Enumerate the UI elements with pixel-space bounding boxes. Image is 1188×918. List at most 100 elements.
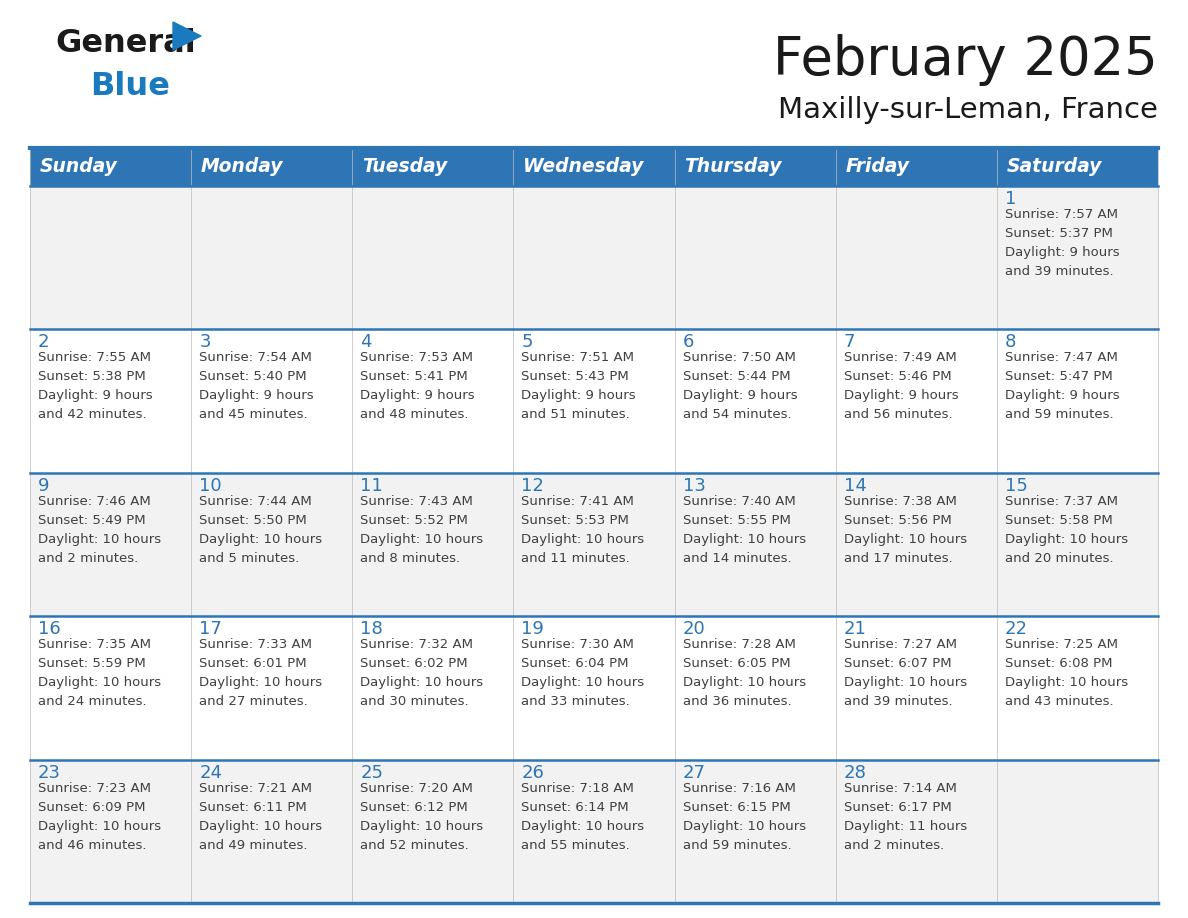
Bar	[997, 186, 1158, 330]
Bar	[30, 616, 191, 759]
Text: Sunrise: 7:46 AM
Sunset: 5:49 PM
Daylight: 10 hours
and 2 minutes.: Sunrise: 7:46 AM Sunset: 5:49 PM Dayligh…	[38, 495, 162, 565]
Text: 10: 10	[200, 476, 222, 495]
Text: Sunrise: 7:40 AM
Sunset: 5:55 PM
Daylight: 10 hours
and 14 minutes.: Sunrise: 7:40 AM Sunset: 5:55 PM Dayligh…	[683, 495, 805, 565]
Bar	[353, 148, 513, 186]
Bar	[997, 148, 1158, 186]
Bar	[353, 330, 513, 473]
Bar	[353, 473, 513, 616]
Bar	[997, 616, 1158, 759]
Bar	[675, 616, 835, 759]
Text: 12: 12	[522, 476, 544, 495]
Text: Sunrise: 7:43 AM
Sunset: 5:52 PM
Daylight: 10 hours
and 8 minutes.: Sunrise: 7:43 AM Sunset: 5:52 PM Dayligh…	[360, 495, 484, 565]
Text: 21: 21	[843, 621, 867, 638]
Bar	[835, 473, 997, 616]
Text: 23: 23	[38, 764, 61, 781]
Bar	[675, 473, 835, 616]
Bar	[513, 330, 675, 473]
Text: Sunrise: 7:33 AM
Sunset: 6:01 PM
Daylight: 10 hours
and 27 minutes.: Sunrise: 7:33 AM Sunset: 6:01 PM Dayligh…	[200, 638, 322, 708]
Polygon shape	[173, 22, 201, 50]
Text: Sunrise: 7:49 AM
Sunset: 5:46 PM
Daylight: 9 hours
and 56 minutes.: Sunrise: 7:49 AM Sunset: 5:46 PM Dayligh…	[843, 352, 959, 421]
Text: Monday: Monday	[201, 158, 283, 176]
Text: Sunrise: 7:16 AM
Sunset: 6:15 PM
Daylight: 10 hours
and 59 minutes.: Sunrise: 7:16 AM Sunset: 6:15 PM Dayligh…	[683, 781, 805, 852]
Text: Sunrise: 7:21 AM
Sunset: 6:11 PM
Daylight: 10 hours
and 49 minutes.: Sunrise: 7:21 AM Sunset: 6:11 PM Dayligh…	[200, 781, 322, 852]
Text: Maxilly-sur-Leman, France: Maxilly-sur-Leman, France	[778, 96, 1158, 124]
Bar	[997, 330, 1158, 473]
Text: Sunrise: 7:14 AM
Sunset: 6:17 PM
Daylight: 11 hours
and 2 minutes.: Sunrise: 7:14 AM Sunset: 6:17 PM Dayligh…	[843, 781, 967, 852]
Text: 27: 27	[683, 764, 706, 781]
Text: Saturday: Saturday	[1006, 158, 1102, 176]
Text: Wednesday: Wednesday	[523, 158, 644, 176]
Text: 2: 2	[38, 333, 50, 352]
Bar	[997, 759, 1158, 903]
Text: Sunrise: 7:35 AM
Sunset: 5:59 PM
Daylight: 10 hours
and 24 minutes.: Sunrise: 7:35 AM Sunset: 5:59 PM Dayligh…	[38, 638, 162, 708]
Text: 11: 11	[360, 476, 383, 495]
Text: 4: 4	[360, 333, 372, 352]
Text: February 2025: February 2025	[773, 34, 1158, 86]
Text: Thursday: Thursday	[684, 158, 782, 176]
Text: Sunrise: 7:44 AM
Sunset: 5:50 PM
Daylight: 10 hours
and 5 minutes.: Sunrise: 7:44 AM Sunset: 5:50 PM Dayligh…	[200, 495, 322, 565]
Text: 14: 14	[843, 476, 867, 495]
Text: Sunrise: 7:27 AM
Sunset: 6:07 PM
Daylight: 10 hours
and 39 minutes.: Sunrise: 7:27 AM Sunset: 6:07 PM Dayligh…	[843, 638, 967, 708]
Bar	[353, 616, 513, 759]
Bar	[191, 473, 353, 616]
Text: Friday: Friday	[846, 158, 909, 176]
Text: Sunrise: 7:41 AM
Sunset: 5:53 PM
Daylight: 10 hours
and 11 minutes.: Sunrise: 7:41 AM Sunset: 5:53 PM Dayligh…	[522, 495, 645, 565]
Text: Sunrise: 7:38 AM
Sunset: 5:56 PM
Daylight: 10 hours
and 17 minutes.: Sunrise: 7:38 AM Sunset: 5:56 PM Dayligh…	[843, 495, 967, 565]
Bar	[30, 186, 191, 330]
Bar	[191, 330, 353, 473]
Text: 9: 9	[38, 476, 50, 495]
Text: Blue: Blue	[90, 71, 170, 102]
Bar	[835, 759, 997, 903]
Text: 13: 13	[683, 476, 706, 495]
Bar	[835, 186, 997, 330]
Bar	[997, 473, 1158, 616]
Text: Sunrise: 7:18 AM
Sunset: 6:14 PM
Daylight: 10 hours
and 55 minutes.: Sunrise: 7:18 AM Sunset: 6:14 PM Dayligh…	[522, 781, 645, 852]
Bar	[30, 148, 191, 186]
Bar	[675, 330, 835, 473]
Text: 7: 7	[843, 333, 855, 352]
Bar	[675, 148, 835, 186]
Bar	[513, 148, 675, 186]
Bar	[191, 148, 353, 186]
Bar	[675, 186, 835, 330]
Text: 17: 17	[200, 621, 222, 638]
Text: Sunrise: 7:30 AM
Sunset: 6:04 PM
Daylight: 10 hours
and 33 minutes.: Sunrise: 7:30 AM Sunset: 6:04 PM Dayligh…	[522, 638, 645, 708]
Text: Sunrise: 7:50 AM
Sunset: 5:44 PM
Daylight: 9 hours
and 54 minutes.: Sunrise: 7:50 AM Sunset: 5:44 PM Dayligh…	[683, 352, 797, 421]
Text: 22: 22	[1005, 621, 1028, 638]
Text: Sunrise: 7:54 AM
Sunset: 5:40 PM
Daylight: 9 hours
and 45 minutes.: Sunrise: 7:54 AM Sunset: 5:40 PM Dayligh…	[200, 352, 314, 421]
Bar	[353, 759, 513, 903]
Text: Sunrise: 7:51 AM
Sunset: 5:43 PM
Daylight: 9 hours
and 51 minutes.: Sunrise: 7:51 AM Sunset: 5:43 PM Dayligh…	[522, 352, 636, 421]
Bar	[835, 148, 997, 186]
Text: 18: 18	[360, 621, 383, 638]
Bar	[353, 186, 513, 330]
Text: 8: 8	[1005, 333, 1016, 352]
Text: Tuesday: Tuesday	[362, 158, 447, 176]
Text: Sunrise: 7:32 AM
Sunset: 6:02 PM
Daylight: 10 hours
and 30 minutes.: Sunrise: 7:32 AM Sunset: 6:02 PM Dayligh…	[360, 638, 484, 708]
Text: Sunrise: 7:47 AM
Sunset: 5:47 PM
Daylight: 9 hours
and 59 minutes.: Sunrise: 7:47 AM Sunset: 5:47 PM Dayligh…	[1005, 352, 1119, 421]
Text: Sunrise: 7:37 AM
Sunset: 5:58 PM
Daylight: 10 hours
and 20 minutes.: Sunrise: 7:37 AM Sunset: 5:58 PM Dayligh…	[1005, 495, 1129, 565]
Text: Sunrise: 7:55 AM
Sunset: 5:38 PM
Daylight: 9 hours
and 42 minutes.: Sunrise: 7:55 AM Sunset: 5:38 PM Dayligh…	[38, 352, 153, 421]
Text: Sunrise: 7:25 AM
Sunset: 6:08 PM
Daylight: 10 hours
and 43 minutes.: Sunrise: 7:25 AM Sunset: 6:08 PM Dayligh…	[1005, 638, 1129, 708]
Text: 1: 1	[1005, 190, 1016, 208]
Text: Sunrise: 7:23 AM
Sunset: 6:09 PM
Daylight: 10 hours
and 46 minutes.: Sunrise: 7:23 AM Sunset: 6:09 PM Dayligh…	[38, 781, 162, 852]
Text: 15: 15	[1005, 476, 1028, 495]
Text: 20: 20	[683, 621, 706, 638]
Text: Sunrise: 7:28 AM
Sunset: 6:05 PM
Daylight: 10 hours
and 36 minutes.: Sunrise: 7:28 AM Sunset: 6:05 PM Dayligh…	[683, 638, 805, 708]
Text: 19: 19	[522, 621, 544, 638]
Text: 24: 24	[200, 764, 222, 781]
Bar	[30, 473, 191, 616]
Text: General: General	[55, 28, 196, 59]
Bar	[191, 186, 353, 330]
Bar	[513, 616, 675, 759]
Text: 3: 3	[200, 333, 210, 352]
Text: Sunrise: 7:57 AM
Sunset: 5:37 PM
Daylight: 9 hours
and 39 minutes.: Sunrise: 7:57 AM Sunset: 5:37 PM Dayligh…	[1005, 208, 1119, 278]
Bar	[191, 616, 353, 759]
Text: Sunrise: 7:53 AM
Sunset: 5:41 PM
Daylight: 9 hours
and 48 minutes.: Sunrise: 7:53 AM Sunset: 5:41 PM Dayligh…	[360, 352, 475, 421]
Bar	[30, 330, 191, 473]
Text: 5: 5	[522, 333, 533, 352]
Bar	[513, 186, 675, 330]
Bar	[191, 759, 353, 903]
Text: 26: 26	[522, 764, 544, 781]
Bar	[513, 759, 675, 903]
Text: 25: 25	[360, 764, 384, 781]
